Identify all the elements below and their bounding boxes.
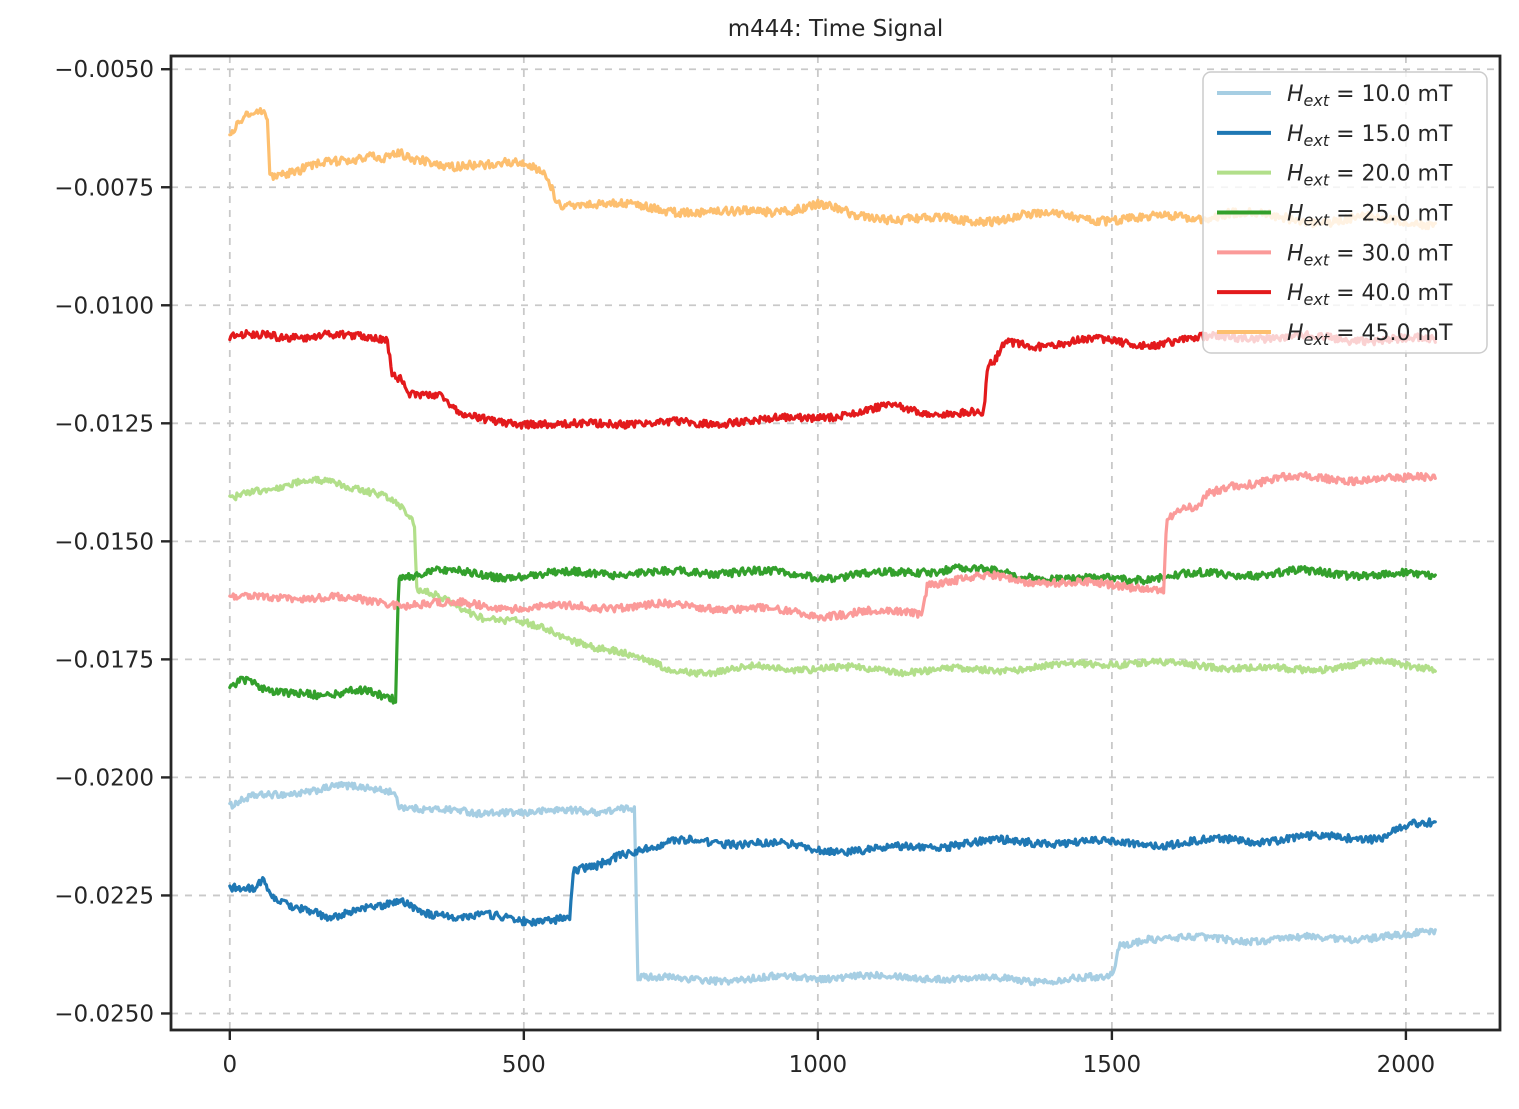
- legend-entry: Hext = 20.0 mT: [1217, 162, 1453, 190]
- legend-entry: Hext = 15.0 mT: [1217, 122, 1453, 150]
- legend-box: [1202, 71, 1488, 354]
- y-tick-label: −0.0250: [54, 1001, 154, 1027]
- y-tick-label: −0.0100: [54, 293, 154, 319]
- series-line-30.0mT: [228, 471, 1437, 622]
- legend-label: Hext = 25.0 mT: [1287, 202, 1453, 230]
- legend-label: Hext = 10.0 mT: [1287, 82, 1453, 110]
- legend-label: Hext = 40.0 mT: [1287, 281, 1453, 309]
- legend-entry: Hext = 40.0 mT: [1217, 281, 1453, 309]
- legend-entry: Hext = 30.0 mT: [1217, 241, 1453, 269]
- legend-label: Hext = 30.0 mT: [1287, 241, 1453, 269]
- x-tick-label: 500: [502, 1052, 546, 1078]
- series-line-25.0mT: [228, 563, 1437, 705]
- x-tick-label: 0: [222, 1052, 237, 1078]
- legend-entry: Hext = 25.0 mT: [1217, 202, 1453, 230]
- y-tick-label: −0.0175: [54, 647, 154, 673]
- axes-spines: [169, 54, 1502, 1032]
- y-tick-label: −0.0075: [54, 175, 154, 201]
- series-line-10.0mT: [228, 780, 1437, 987]
- series-line-15.0mT: [228, 817, 1437, 927]
- y-tick-label: −0.0050: [54, 57, 154, 83]
- legend-entry: Hext = 10.0 mT: [1217, 82, 1453, 110]
- series-line-20.0mT: [228, 475, 1437, 678]
- legend-label: Hext = 15.0 mT: [1287, 122, 1453, 150]
- legend: Hext = 10.0 mT Hext = 15.0 mT Hext = 20.0 …: [1202, 71, 1488, 354]
- y-tick-label: −0.0150: [54, 529, 154, 555]
- y-tick-label: −0.0200: [54, 765, 154, 791]
- legend-label: Hext = 45.0 mT: [1287, 321, 1453, 349]
- legend-entry: Hext = 45.0 mT: [1217, 321, 1453, 349]
- y-tick-label: −0.0125: [54, 411, 154, 437]
- x-tick-label: 2000: [1377, 1052, 1436, 1078]
- y-tick-label: −0.0225: [54, 883, 154, 909]
- legend-label: Hext = 20.0 mT: [1287, 162, 1453, 190]
- axis-ticks: 0 500 1000 1500 2000 −0.0050 −0.0075 −0.0100 −0.…: [54, 57, 1435, 1078]
- x-tick-label: 1500: [1083, 1052, 1142, 1078]
- x-tick-label: 1000: [789, 1052, 848, 1078]
